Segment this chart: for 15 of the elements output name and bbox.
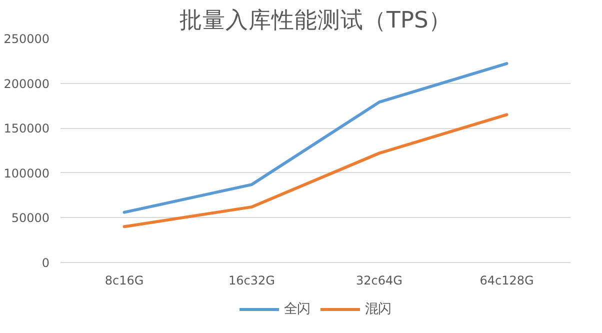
legend-label: 混闪: [365, 301, 391, 318]
chart-title: 批量入库性能测试（TPS）: [180, 8, 452, 34]
x-tick-label: 64c128G: [480, 274, 534, 288]
x-tick-label: 16c32G: [228, 274, 275, 288]
x-tick-label: 8c16G: [104, 274, 144, 288]
y-tick-label: 100000: [4, 166, 50, 180]
y-tick-label: 50000: [11, 211, 50, 226]
y-tick-label: 150000: [4, 122, 50, 136]
x-tick-label: 32c64G: [356, 274, 402, 288]
legend-label: 全闪: [284, 301, 310, 318]
y-tick-label: 200000: [4, 76, 50, 91]
y-tick-label: 250000: [4, 32, 50, 46]
line-series: [122, 62, 508, 214]
line-series: [122, 113, 508, 228]
y-tick-label: 0: [42, 256, 50, 270]
